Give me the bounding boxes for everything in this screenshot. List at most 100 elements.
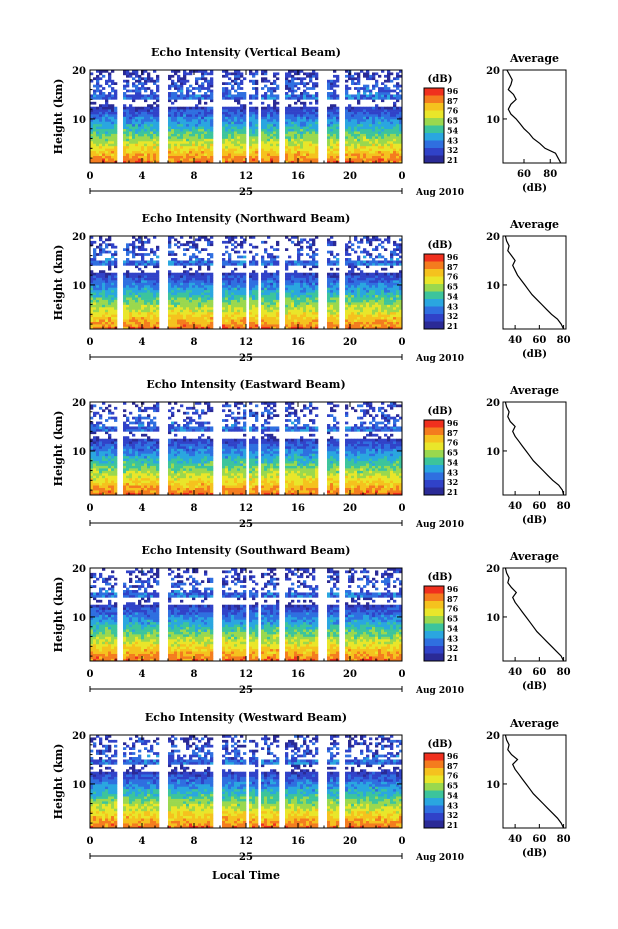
heatmap-cell	[333, 131, 337, 134]
heatmap-cell	[375, 126, 379, 130]
heatmap-cell	[102, 321, 106, 325]
heatmap-cell	[90, 302, 94, 305]
heatmap-cell	[225, 74, 229, 78]
heatmap-cell	[126, 306, 130, 310]
heatmap-cell	[267, 321, 271, 325]
heatmap-cell	[348, 311, 352, 315]
heatmap-cell	[150, 287, 154, 291]
heatmap-cell	[312, 284, 316, 288]
heatmap-cell	[327, 314, 331, 318]
heatmap-cell	[129, 121, 133, 125]
heatmap-cell	[345, 324, 349, 327]
heatmap-cell	[207, 316, 211, 320]
heatmap-cell	[198, 297, 202, 300]
heatmap-cell	[111, 133, 115, 137]
heatmap-cell	[354, 140, 358, 144]
heatmap-cell	[264, 284, 268, 288]
heatmap-cell	[348, 316, 352, 320]
heatmap-cell	[141, 319, 145, 322]
heatmap-cell	[93, 321, 97, 325]
profile-x-tick-label: 60	[517, 169, 531, 180]
heatmap-cell	[147, 316, 151, 320]
heatmap-cell	[333, 133, 337, 137]
heatmap-cell	[126, 123, 130, 127]
heatmap-cell	[243, 265, 247, 269]
heatmap-cell	[240, 131, 244, 134]
heatmap-cell	[249, 145, 253, 149]
heatmap-cell	[204, 116, 208, 120]
heatmap-cell	[204, 121, 208, 125]
heatmap-cell	[333, 282, 337, 286]
heatmap-cell	[336, 321, 340, 325]
heatmap-cell	[327, 324, 331, 327]
heatmap-cell	[351, 275, 355, 278]
heatmap-cell	[183, 275, 187, 278]
heatmap-cell	[192, 148, 196, 152]
heatmap-cell	[207, 260, 211, 264]
heatmap-cell	[288, 321, 292, 325]
heatmap-cell	[327, 160, 331, 164]
heatmap-cell	[177, 289, 181, 293]
heatmap-cell	[90, 160, 94, 164]
heatmap-cell	[345, 111, 349, 115]
heatmap-cell	[384, 92, 388, 95]
heatmap-cell	[108, 109, 112, 112]
heatmap-cell	[201, 277, 205, 281]
heatmap-cell	[99, 150, 103, 154]
heatmap-cell	[255, 153, 259, 156]
heatmap-cell	[312, 111, 316, 115]
heatmap-cell	[132, 138, 136, 142]
heatmap-cell	[114, 324, 118, 327]
heatmap-cell	[123, 314, 127, 318]
heatmap-cell	[93, 319, 97, 322]
heatmap-cell	[90, 272, 94, 276]
heatmap-cell	[378, 145, 382, 149]
heatmap-cell	[234, 106, 238, 110]
heatmap-cell	[192, 255, 196, 259]
heatmap-cell	[126, 284, 130, 288]
heatmap-cell	[174, 94, 178, 98]
heatmap-cell	[243, 94, 247, 98]
heatmap-cell	[153, 128, 157, 132]
heatmap-cell	[96, 299, 100, 303]
heatmap-cell	[300, 133, 304, 137]
heatmap-cell	[129, 297, 133, 300]
heatmap-cell	[129, 280, 133, 283]
heatmap-cell	[309, 292, 313, 296]
heatmap-cell	[234, 302, 238, 305]
heatmap-cell	[303, 160, 307, 164]
heatmap-cell	[270, 150, 274, 154]
heatmap-cell	[114, 126, 118, 130]
heatmap-cell	[300, 306, 304, 310]
heatmap-cell	[105, 79, 109, 83]
heatmap-cell	[108, 153, 112, 156]
heatmap-cell	[273, 158, 277, 161]
heatmap-cell	[93, 155, 97, 159]
heatmap-cell	[210, 114, 214, 117]
heatmap-cell	[243, 96, 247, 100]
heatmap-cell	[270, 321, 274, 325]
heatmap-cell	[195, 245, 199, 249]
x-tick-label: 12	[239, 171, 253, 182]
heatmap-cell	[99, 248, 103, 251]
heatmap-cell	[126, 138, 130, 142]
heatmap-cell	[171, 118, 175, 122]
heatmap-cell	[270, 111, 274, 115]
heatmap-cell	[336, 309, 340, 313]
heatmap-cell	[288, 150, 292, 154]
heatmap-cell	[243, 284, 247, 288]
heatmap-cell	[276, 294, 280, 298]
heatmap-cell	[198, 70, 202, 73]
heatmap-cell	[186, 87, 190, 90]
heatmap-cell	[378, 155, 382, 159]
heatmap-cell	[108, 148, 112, 152]
heatmap-cell	[306, 306, 310, 310]
heatmap-cell	[132, 294, 136, 298]
heatmap-cell	[252, 128, 256, 132]
heatmap-cell	[180, 79, 184, 83]
heatmap-cell	[288, 255, 292, 259]
heatmap-cell	[243, 316, 247, 320]
heatmap-cell	[123, 138, 127, 142]
heatmap-cell	[351, 155, 355, 159]
heatmap-cell	[273, 321, 277, 325]
